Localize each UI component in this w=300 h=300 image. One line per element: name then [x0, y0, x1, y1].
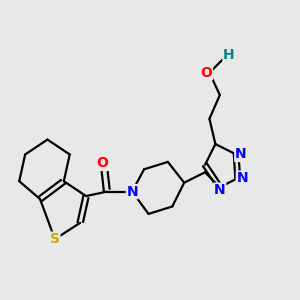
Text: O: O — [200, 66, 212, 80]
Text: N: N — [235, 148, 247, 161]
Text: H: H — [223, 48, 235, 62]
Text: N: N — [126, 184, 138, 199]
Text: O: O — [97, 156, 108, 170]
Text: S: S — [50, 232, 60, 246]
Text: N: N — [236, 171, 248, 185]
Text: N: N — [214, 183, 226, 197]
